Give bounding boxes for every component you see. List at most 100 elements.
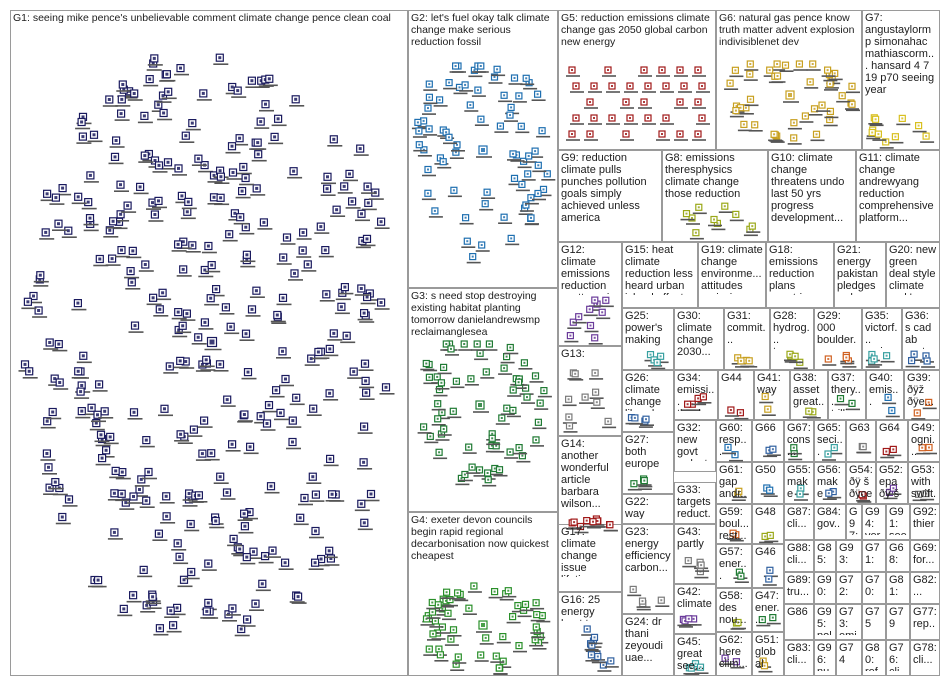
g1-node-fill <box>362 521 366 525</box>
g3-node-fill <box>503 367 506 370</box>
g8-node-fill <box>716 222 719 225</box>
g1-node-fill <box>190 243 194 247</box>
g2-node-fill <box>509 114 511 117</box>
g1-node-fill <box>23 362 27 366</box>
g16-node-fill <box>590 644 593 647</box>
g2-node-fill <box>428 96 431 99</box>
group-box-g77 <box>910 604 940 640</box>
g13-node-fill <box>607 420 610 423</box>
g5-node-fill <box>665 85 667 87</box>
g1-node-fill <box>254 289 258 293</box>
g41-node-fill <box>766 408 769 411</box>
g1-node-fill <box>276 117 280 121</box>
g3-node-fill <box>442 366 445 369</box>
g1-node-fill <box>98 257 102 261</box>
g31-node-fill <box>748 359 751 362</box>
g1-node-fill <box>212 173 216 177</box>
g6-node-fill <box>749 63 752 65</box>
g12-node-fill <box>577 315 580 318</box>
g1-node-fill <box>92 133 96 137</box>
g1-node-fill <box>187 492 191 495</box>
g1-node-fill <box>158 307 162 311</box>
g2-node-fill <box>417 130 420 132</box>
g4-node-fill <box>439 653 442 656</box>
g6-node-fill <box>734 69 737 72</box>
g50-node-fill <box>768 489 771 492</box>
g4-node-fill <box>495 655 498 658</box>
g2-node-fill <box>503 216 506 219</box>
g6-node-fill <box>776 75 779 77</box>
g39-node-fill <box>927 401 930 404</box>
g1-node-fill <box>379 301 383 304</box>
g37-node-fill <box>851 402 853 405</box>
g1-node-fill <box>196 157 200 161</box>
g1-node-fill <box>143 154 147 158</box>
group-box-g94 <box>862 504 886 540</box>
g5-node-fill <box>607 69 609 71</box>
g2-node-fill <box>496 68 499 71</box>
g6-node-fill <box>744 106 747 109</box>
g12-node-fill <box>589 324 592 327</box>
g1-node-fill <box>130 280 134 284</box>
g3-node-fill <box>509 346 512 349</box>
g1-node-fill <box>108 435 112 439</box>
g1-node-fill <box>281 296 285 300</box>
g28-node-fill <box>794 355 797 358</box>
g1-node-fill <box>97 382 101 386</box>
g14-node-fill <box>592 520 594 523</box>
g5-node-fill <box>701 117 703 119</box>
g3-node-fill <box>436 375 439 378</box>
g1-node-fill <box>94 421 98 425</box>
g4-node-fill <box>434 619 437 622</box>
g2-node-fill <box>520 183 523 186</box>
g1-node-fill <box>57 342 61 346</box>
g45-node-fill <box>690 667 693 670</box>
group-box-g3 <box>408 288 558 512</box>
g1-node-fill <box>132 495 135 498</box>
g1-node-fill <box>352 370 356 374</box>
g1-node-fill <box>66 229 70 233</box>
group-box-g41 <box>754 370 790 420</box>
g2-hub-node-fill <box>481 148 485 152</box>
g6-node-fill <box>729 82 732 85</box>
g4-node-fill <box>456 591 459 594</box>
g3-node-fill <box>440 433 443 435</box>
g3-node-fill <box>495 444 498 447</box>
g1-node-fill <box>139 477 143 481</box>
g2-node-fill <box>484 202 487 205</box>
g1-node-fill <box>200 363 204 366</box>
g5-node-fill <box>571 69 573 71</box>
g1-node-fill <box>192 428 196 432</box>
g1-node-fill <box>254 602 257 606</box>
g4-node-fill <box>472 585 475 587</box>
g5-node-fill <box>643 69 645 71</box>
g1-node-fill <box>218 169 222 173</box>
group-box-g32 <box>674 420 716 472</box>
g1-node-fill <box>214 519 218 523</box>
g1-node-fill <box>80 384 84 387</box>
g1-node-fill <box>81 115 85 119</box>
g1-node-fill <box>182 578 186 582</box>
g5-node-fill <box>611 117 613 119</box>
g5-node-fill <box>625 133 627 135</box>
g5-node-fill <box>611 85 613 87</box>
g1-node-fill <box>138 488 141 491</box>
g6-node-fill <box>742 123 745 126</box>
g2-node-fill <box>442 160 445 163</box>
g2-node-fill <box>445 131 448 134</box>
g1-node-fill <box>291 419 295 423</box>
g4-node-fill <box>498 667 501 669</box>
g3-node-fill <box>460 477 463 480</box>
g1-node-fill <box>204 358 208 362</box>
g2-node-fill <box>480 244 483 246</box>
g27-node-fill <box>632 482 635 485</box>
g5-node-fill <box>679 69 681 71</box>
g4-node-fill <box>511 615 514 618</box>
g1-node-fill <box>206 562 210 566</box>
g2-node-fill <box>454 151 457 154</box>
g60-node-fill <box>727 446 729 449</box>
g1-node-fill <box>114 139 118 142</box>
g3-node-fill <box>463 343 466 345</box>
group-box-g57 <box>716 544 752 588</box>
